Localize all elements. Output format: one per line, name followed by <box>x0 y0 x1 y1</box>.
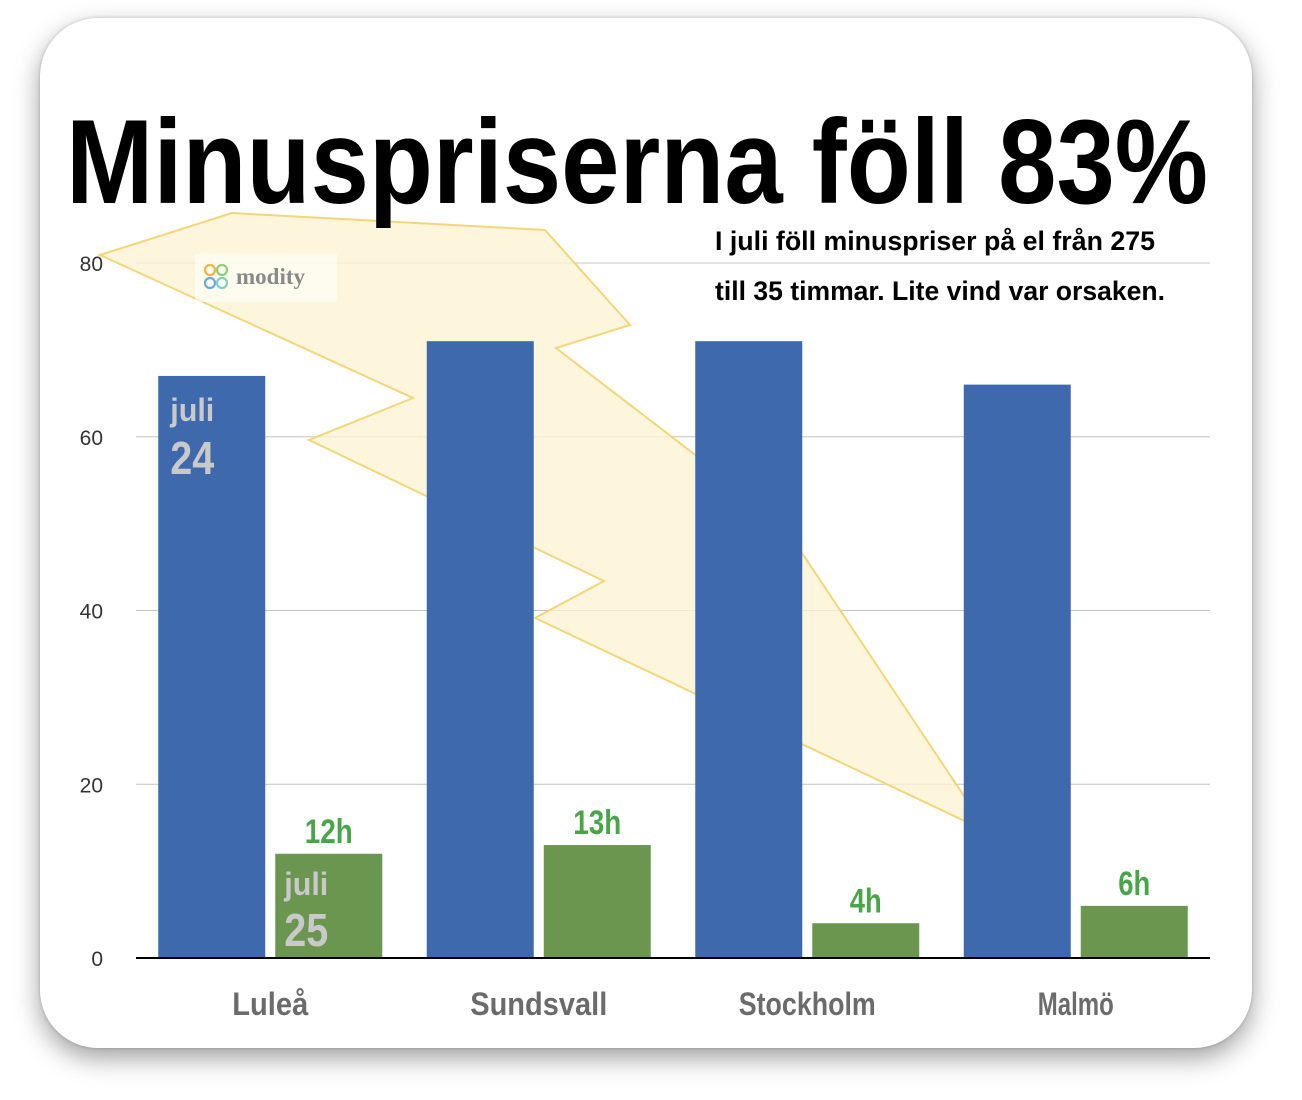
value-labels: 12h 13h 4h 6h <box>305 804 1151 920</box>
bar-4-series-1 <box>963 384 1071 958</box>
bars <box>158 341 1188 958</box>
category-label: Malmö <box>1038 986 1114 1022</box>
y-axis-ticks: 0 20 40 60 80 <box>80 253 103 971</box>
series-1-month-label: juli <box>169 392 214 428</box>
chart-title: Minuspriserna föll 83% <box>66 95 1208 229</box>
value-label: 12h <box>305 813 353 851</box>
y-tick-label: 0 <box>91 948 103 971</box>
modity-logo: modity <box>195 254 337 302</box>
bar-3-series-1 <box>695 341 803 958</box>
category-label: Stockholm <box>739 986 876 1022</box>
modity-logo-text: modity <box>236 264 306 289</box>
y-tick-label: 40 <box>80 601 103 624</box>
bar-2-series-1 <box>426 341 534 958</box>
bar-1-series-2 <box>275 853 383 958</box>
category-label: Luleå <box>232 986 308 1022</box>
y-tick-label: 80 <box>80 253 103 276</box>
bar-1-series-1 <box>158 375 266 958</box>
y-tick-label: 20 <box>80 774 103 797</box>
value-label: 13h <box>573 804 621 842</box>
subtitle-line-1: I juli föll minuspriser på el från 275 <box>715 226 1155 256</box>
x-axis-labels: Luleå Sundsvall Stockholm Malmö <box>232 986 1114 1022</box>
series-2-month-label: juli <box>283 866 328 902</box>
modity-logo-icon <box>203 263 229 290</box>
series-1-year-label: 24 <box>170 432 214 484</box>
subtitle-line-2: till 35 timmar. Lite vind var orsaken. <box>715 276 1165 306</box>
bar-2-series-2 <box>543 845 651 958</box>
y-tick-label: 60 <box>80 427 103 450</box>
value-label: 6h <box>1118 865 1150 903</box>
series-2-year-label: 25 <box>284 904 328 956</box>
value-label: 4h <box>850 882 882 920</box>
bar-4-series-2 <box>1080 905 1188 958</box>
bar-3-series-2 <box>812 923 920 958</box>
category-label: Sundsvall <box>470 986 607 1022</box>
